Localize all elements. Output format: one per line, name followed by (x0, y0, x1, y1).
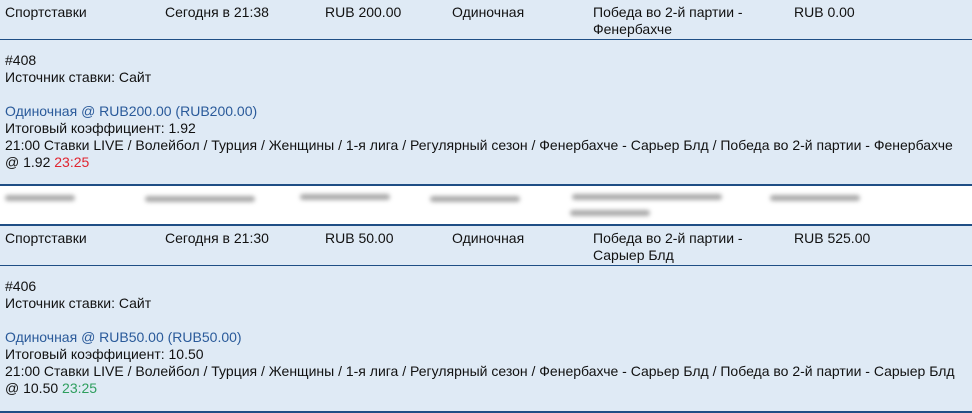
bet-type: Спортставки (5, 230, 87, 246)
bet-coefficient: Итоговый коэффициент: 10.50 (5, 346, 204, 362)
bet-stake: RUB 50.00 (325, 230, 394, 246)
bet-row[interactable]: Спортставки Сегодня в 21:30 RUB 50.00 Од… (0, 226, 972, 266)
bet-details: #408 Источник ставки: Сайт Одиночная @ R… (0, 40, 972, 186)
bet-event: 21:00 Ставки LIVE / Волейбол / Турция / … (5, 363, 967, 397)
bet-source: Источник ставки: Сайт (5, 295, 152, 311)
bet-details: #406 Источник ставки: Сайт Одиночная @ R… (0, 266, 972, 413)
event-time: 23:25 (62, 380, 98, 396)
bet-link[interactable]: Одиночная @ RUB200.00 (RUB200.00) (5, 103, 258, 119)
event-path: 21:00 Ставки LIVE / Волейбол / Турция / … (5, 137, 953, 170)
bet-kind: Одиночная (452, 230, 525, 246)
bet-date: Сегодня в 21:38 (165, 4, 269, 20)
bet-selection: Победа во 2-й партии - Фенербахче (593, 4, 743, 37)
bet-coefficient: Итоговый коэффициент: 1.92 (5, 120, 196, 136)
bet-kind: Одиночная (452, 4, 525, 20)
bet-date: Сегодня в 21:30 (165, 230, 269, 246)
bet-link[interactable]: Одиночная @ RUB50.00 (RUB50.00) (5, 329, 242, 345)
bet-stake: RUB 200.00 (325, 4, 402, 20)
bet-event: 21:00 Ставки LIVE / Волейбол / Турция / … (5, 137, 967, 171)
bet-payout: RUB 0.00 (794, 4, 855, 20)
bet-id: #408 (5, 52, 37, 68)
event-time: 23:25 (54, 154, 90, 170)
blurred-row (0, 186, 972, 226)
bet-type: Спортставки (5, 4, 87, 20)
bet-selection: Победа во 2-й партии - Сарыер Блд (593, 230, 743, 263)
event-path: 21:00 Ставки LIVE / Волейбол / Турция / … (5, 363, 955, 396)
bet-payout: RUB 525.00 (794, 230, 871, 246)
bet-id: #406 (5, 278, 37, 294)
bet-row[interactable]: Спортставки Сегодня в 21:38 RUB 200.00 О… (0, 0, 972, 40)
bet-source: Источник ставки: Сайт (5, 69, 152, 85)
